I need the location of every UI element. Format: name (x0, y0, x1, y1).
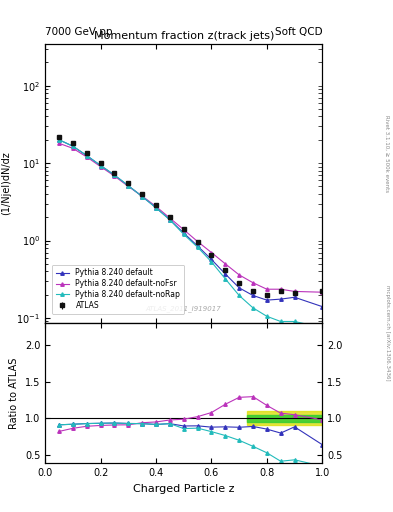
Bar (248, 415, 322, 422)
Text: Soft QCD: Soft QCD (275, 27, 322, 37)
Text: 7000 GeV pp: 7000 GeV pp (45, 27, 113, 37)
Y-axis label: (1/Njel)dN/dz: (1/Njel)dN/dz (1, 152, 11, 216)
Text: mcplots.cern.ch [arXiv:1306.3436]: mcplots.cern.ch [arXiv:1306.3436] (385, 285, 389, 380)
Y-axis label: Ratio to ATLAS: Ratio to ATLAS (9, 358, 19, 429)
Legend: Pythia 8.240 default, Pythia 8.240 default-noFsr, Pythia 8.240 default-noRap, AT: Pythia 8.240 default, Pythia 8.240 defau… (52, 265, 184, 314)
Text: Rivet 3.1.10, ≥ 500k events: Rivet 3.1.10, ≥ 500k events (385, 115, 389, 192)
Bar (248, 411, 322, 425)
Title: Momentum fraction z(track jets): Momentum fraction z(track jets) (94, 31, 274, 41)
X-axis label: Charged Particle z: Charged Particle z (133, 484, 235, 494)
Text: ATLAS_2011_I919017: ATLAS_2011_I919017 (146, 306, 222, 312)
